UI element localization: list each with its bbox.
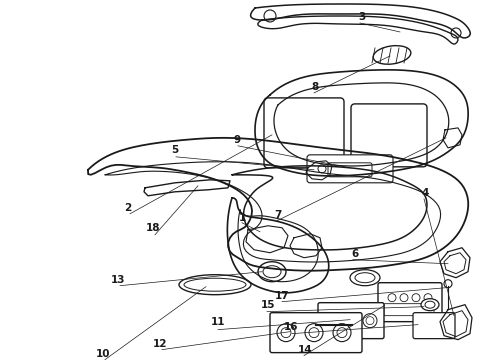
- Circle shape: [333, 324, 351, 342]
- Circle shape: [318, 165, 326, 173]
- Text: 3: 3: [358, 12, 366, 22]
- Text: 2: 2: [124, 203, 132, 213]
- FancyBboxPatch shape: [307, 155, 393, 183]
- Ellipse shape: [425, 301, 435, 308]
- FancyBboxPatch shape: [270, 313, 362, 353]
- Ellipse shape: [355, 273, 375, 283]
- Circle shape: [388, 294, 396, 302]
- Text: 1: 1: [238, 213, 245, 223]
- Circle shape: [451, 28, 461, 38]
- FancyBboxPatch shape: [378, 283, 442, 322]
- Text: 13: 13: [111, 275, 125, 285]
- Ellipse shape: [184, 278, 246, 291]
- FancyBboxPatch shape: [318, 303, 384, 339]
- Circle shape: [305, 324, 323, 342]
- FancyBboxPatch shape: [384, 304, 434, 316]
- Text: 7: 7: [274, 210, 282, 220]
- Text: 5: 5: [172, 145, 179, 155]
- Ellipse shape: [350, 270, 380, 286]
- Circle shape: [345, 314, 359, 328]
- Text: 17: 17: [275, 291, 289, 301]
- FancyBboxPatch shape: [264, 98, 344, 168]
- Ellipse shape: [179, 275, 251, 295]
- Ellipse shape: [258, 262, 286, 282]
- Circle shape: [327, 314, 341, 328]
- FancyBboxPatch shape: [413, 313, 455, 339]
- Circle shape: [337, 328, 347, 338]
- Ellipse shape: [421, 299, 439, 311]
- Text: 6: 6: [351, 249, 359, 259]
- Circle shape: [277, 324, 295, 342]
- Circle shape: [330, 317, 338, 325]
- Ellipse shape: [263, 266, 281, 278]
- Text: 8: 8: [311, 82, 318, 92]
- Circle shape: [424, 294, 432, 302]
- Circle shape: [366, 317, 374, 325]
- FancyBboxPatch shape: [351, 104, 427, 167]
- Text: 15: 15: [261, 300, 275, 310]
- Text: 18: 18: [146, 223, 160, 233]
- Text: 16: 16: [284, 321, 298, 332]
- Circle shape: [400, 294, 408, 302]
- FancyBboxPatch shape: [328, 163, 372, 177]
- Circle shape: [281, 328, 291, 338]
- Ellipse shape: [373, 46, 411, 64]
- Text: 11: 11: [211, 317, 225, 327]
- Circle shape: [363, 314, 377, 328]
- Text: 10: 10: [96, 348, 110, 359]
- Circle shape: [412, 294, 420, 302]
- Text: 4: 4: [421, 188, 429, 198]
- Text: 14: 14: [298, 345, 312, 355]
- Circle shape: [444, 280, 452, 288]
- Circle shape: [264, 10, 276, 22]
- Text: 9: 9: [233, 135, 241, 145]
- Text: 12: 12: [153, 339, 167, 348]
- Circle shape: [309, 328, 319, 338]
- Circle shape: [348, 317, 356, 325]
